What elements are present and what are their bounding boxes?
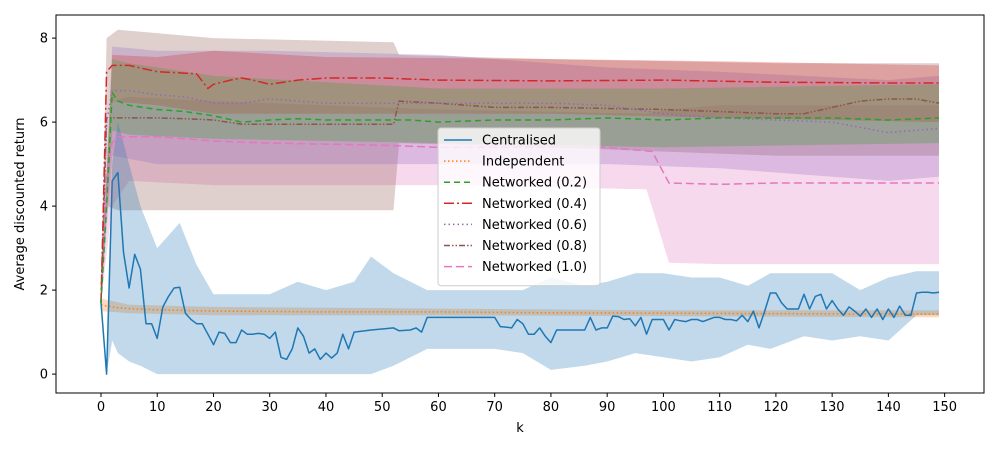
x-tick-label: 130 — [820, 400, 845, 415]
y-axis-label: Average discounted return — [13, 118, 28, 291]
x-tick-label: 110 — [707, 400, 732, 415]
y-tick-label: 8 — [40, 32, 48, 47]
legend-label-centralised: Centralised — [482, 134, 556, 149]
legend-label-independent: Independent — [482, 155, 564, 170]
y-tick-label: 2 — [40, 284, 48, 299]
legend-label-networked-0-4: Networked (0.4) — [482, 197, 587, 212]
x-tick-label: 40 — [318, 400, 335, 415]
x-tick-label: 10 — [149, 400, 166, 415]
legend-label-networked-1-0: Networked (1.0) — [482, 260, 587, 275]
band-networked-0-6 — [101, 46, 939, 303]
band-networked-0-8 — [101, 29, 939, 307]
line-centralised — [100, 171, 940, 375]
legend-label-networked-0-6: Networked (0.6) — [482, 218, 587, 233]
line-networked-0-6 — [100, 89, 940, 303]
band-independent — [101, 298, 939, 318]
x-tick-label: 150 — [932, 400, 957, 415]
axis-ticks: 0 10 20 30 40 50 60 70 80 90 100 110 120 130 140 150 0 2 4… — [40, 32, 957, 415]
x-axis-label: k — [516, 421, 524, 436]
x-tick-label: 60 — [430, 400, 447, 415]
band-networked-1-0 — [101, 96, 939, 303]
x-tick-label: 120 — [763, 400, 788, 415]
x-tick-label: 70 — [486, 400, 503, 415]
x-tick-label: 80 — [543, 400, 560, 415]
line-independent — [100, 304, 939, 315]
plot-frame — [55, 14, 985, 394]
series-lines — [100, 64, 940, 375]
band-networked-0-4 — [101, 50, 939, 303]
x-tick-label: 30 — [261, 400, 278, 415]
band-centralised — [101, 122, 939, 375]
x-tick-label: 50 — [374, 400, 391, 415]
legend: Centralised Independent Networked (0.2) Net… — [437, 127, 601, 287]
x-tick-label: 20 — [205, 400, 222, 415]
x-tick-label: 140 — [876, 400, 901, 415]
y-tick-label: 4 — [40, 200, 48, 215]
y-tick-label: 6 — [40, 116, 48, 131]
x-tick-label: 100 — [651, 400, 676, 415]
x-tick-label: 90 — [599, 400, 616, 415]
legend-label-networked-0-8: Networked (0.8) — [482, 239, 587, 254]
legend-label-networked-0-2: Networked (0.2) — [482, 176, 587, 191]
line-networked-0-4 — [100, 64, 939, 303]
x-tick-label: 0 — [97, 400, 105, 415]
confidence-bands — [101, 29, 939, 375]
line-networked-1-0 — [100, 136, 939, 303]
y-tick-label: 0 — [40, 368, 48, 383]
line-networked-0-2 — [100, 91, 940, 303]
legend-box — [437, 127, 601, 287]
